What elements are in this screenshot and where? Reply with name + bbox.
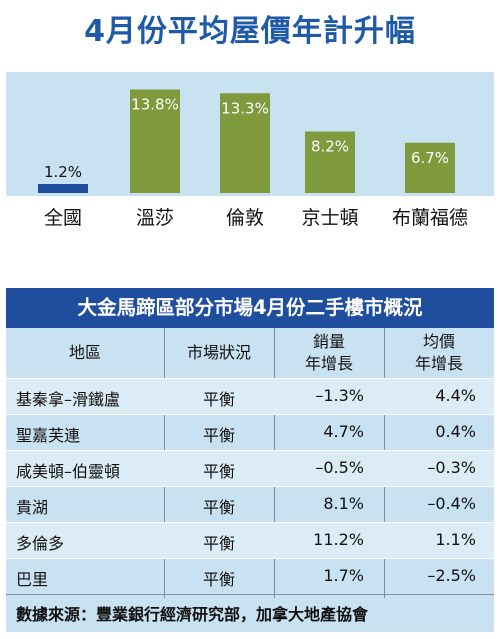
header-status: 市場狀況 xyxy=(186,343,251,362)
category-label-4: 京士頓 xyxy=(301,207,358,229)
cell-status: 平衡 xyxy=(202,570,235,589)
bar-3 xyxy=(220,93,270,193)
header-sales-2: 年增長 xyxy=(304,354,353,373)
value-label-2: 13.8% xyxy=(131,96,179,114)
category-label-1: 全國 xyxy=(44,207,82,229)
market-table: 大金馬蹄區部分市場4月份二手樓市概況 地區 市場狀況 銷量年增長 均價年增長基秦拿–滑… xyxy=(6,288,494,632)
chart-title: 4月份平均屋價年計升幅 xyxy=(84,14,416,49)
value-label-3: 13.3% xyxy=(221,99,269,117)
value-label-5: 6.7% xyxy=(411,149,449,167)
row-divider xyxy=(6,522,494,523)
bar-2 xyxy=(130,89,180,193)
value-labels: 1.2% 13.8% 13.3% 8.2% 6.7% xyxy=(44,96,449,182)
bars xyxy=(38,89,455,193)
table-title: 大金馬蹄區部分市場4月份二手樓市概況 xyxy=(6,288,494,328)
cell-region: 貴湖 xyxy=(16,498,49,517)
header-region: 地區 xyxy=(68,343,101,362)
row-divider xyxy=(6,450,494,451)
cell-sales-growth: 1.7% xyxy=(323,566,364,585)
cell-region: 聖嘉芙連 xyxy=(16,426,81,445)
row-divider xyxy=(6,594,494,595)
row-divider xyxy=(6,486,494,487)
row-divider xyxy=(6,414,494,415)
cell-region: 多倫多 xyxy=(16,534,65,553)
row-divider xyxy=(6,558,494,559)
cell-status: 平衡 xyxy=(202,426,235,445)
cell-status: 平衡 xyxy=(202,462,235,481)
row-divider xyxy=(6,378,494,379)
cell-sales-growth: –0.5% xyxy=(315,458,364,477)
cell-price-growth: 1.1% xyxy=(435,530,476,549)
cell-region: 基秦拿–滑鐵盧 xyxy=(16,390,121,409)
source-note: 數據來源：豐業銀行經濟研究部，加拿大地產協會 xyxy=(16,605,369,624)
bar-chart: 1.2% 13.8% 13.3% 8.2% 6.7% 全國 溫莎 倫敦 京士頓 布蘭福德 xyxy=(6,72,494,229)
value-label-1: 1.2% xyxy=(44,163,82,181)
cell-status: 平衡 xyxy=(202,390,235,409)
cell-price-growth: –0.4% xyxy=(427,494,476,513)
cell-status: 平衡 xyxy=(202,534,235,553)
category-label-5: 布蘭福德 xyxy=(392,207,468,229)
cell-sales-growth: 4.7% xyxy=(323,422,364,441)
header-sales-1: 銷量 xyxy=(312,332,345,351)
table-row-band xyxy=(6,522,494,558)
category-label-3: 倫敦 xyxy=(226,207,264,229)
cell-sales-growth: 11.2% xyxy=(313,530,364,549)
cell-region: 巴里 xyxy=(16,570,49,589)
table-row-band xyxy=(6,378,494,414)
cell-region: 咸美頓–伯靈頓 xyxy=(16,462,121,481)
bar-1 xyxy=(38,184,88,193)
cell-price-growth: 4.4% xyxy=(435,386,476,405)
header-price-2: 年增長 xyxy=(414,354,463,373)
cell-price-growth: 0.4% xyxy=(435,422,476,441)
cell-status: 平衡 xyxy=(202,498,235,517)
bar-5 xyxy=(405,142,455,193)
cell-sales-growth: 8.1% xyxy=(323,494,364,513)
cell-price-growth: –0.3% xyxy=(427,458,476,477)
header-price-1: 均價 xyxy=(422,332,455,351)
cell-price-growth: –2.5% xyxy=(427,566,476,585)
bar-4 xyxy=(305,131,355,193)
cell-sales-growth: –1.3% xyxy=(315,386,364,405)
category-labels: 全國 溫莎 倫敦 京士頓 布蘭福德 xyxy=(44,207,468,229)
value-label-4: 8.2% xyxy=(311,138,349,156)
table-row-band xyxy=(6,450,494,486)
category-label-2: 溫莎 xyxy=(136,207,174,229)
